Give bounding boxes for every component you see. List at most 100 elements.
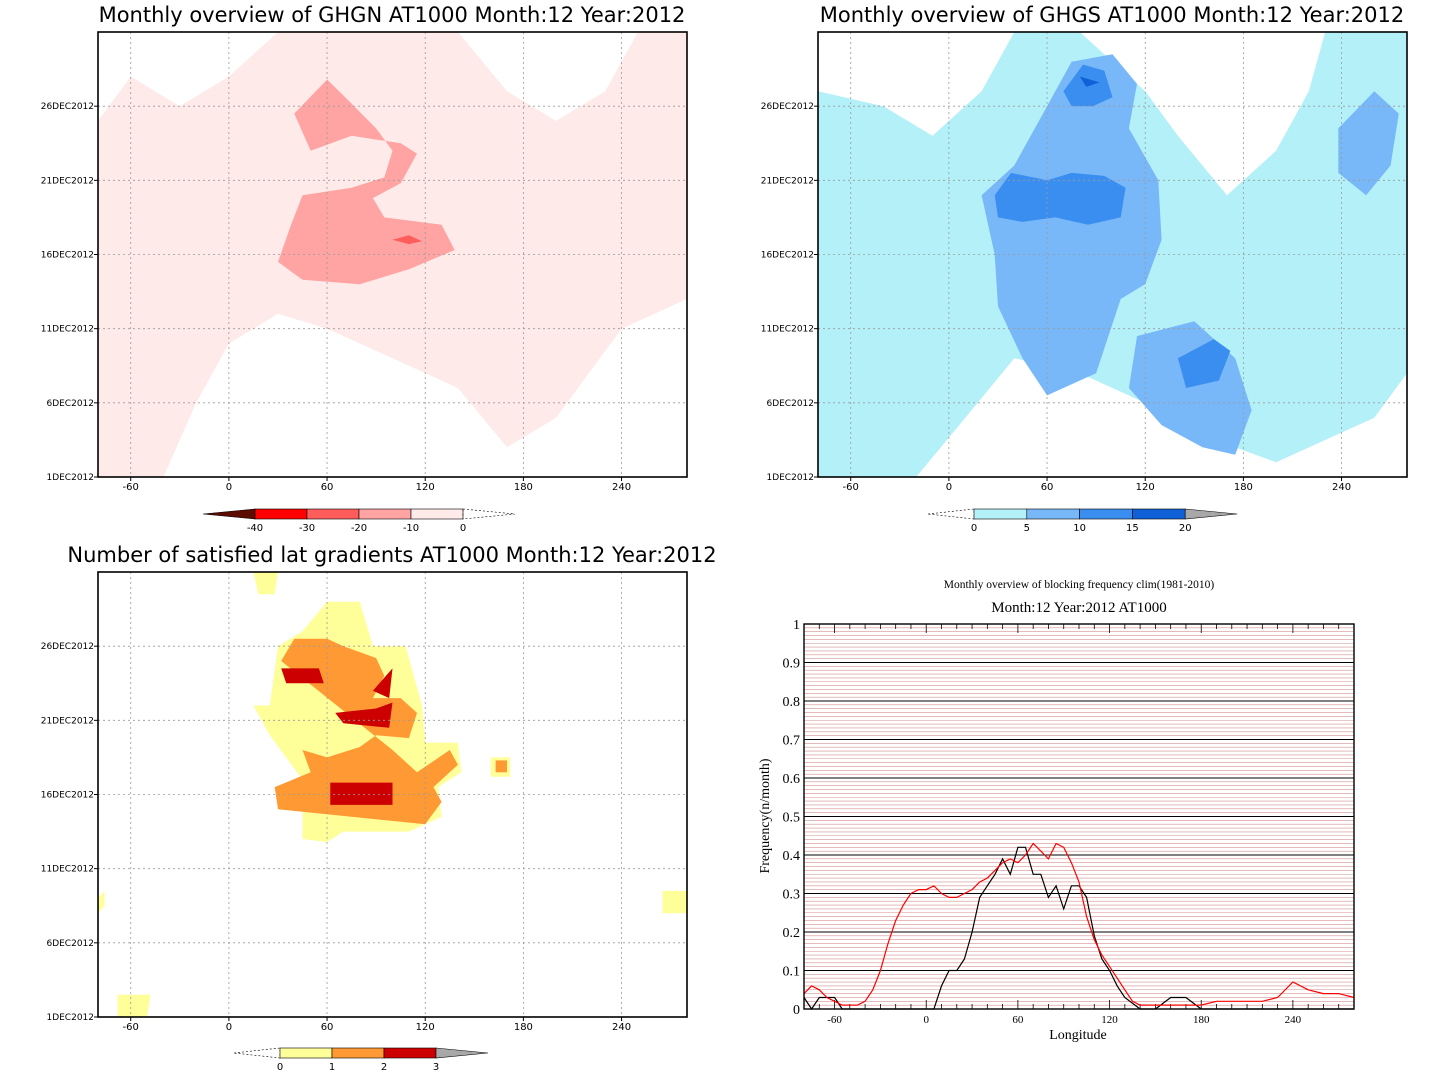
contour-region-level-3	[1177, 339, 1231, 388]
contour-region-level-3	[372, 668, 393, 699]
x-tick-label: 60	[1012, 1014, 1024, 1026]
x-tick-label: -60	[843, 482, 859, 493]
y-tick-label: 6DEC2012	[46, 399, 94, 409]
x-axis-label: Longitude	[1049, 1028, 1107, 1043]
contour-region-level-2	[274, 638, 458, 825]
colorbar-label: 1	[329, 1062, 335, 1073]
colorbar-segment	[254, 508, 308, 520]
x-tick-label: 180	[1234, 482, 1253, 493]
blocking-frequency-panel: Monthly overview of blocking frequency c…	[758, 579, 1355, 1043]
colorbar-segment	[306, 508, 360, 520]
y-tick-label: 26DEC2012	[41, 102, 94, 112]
colorbar-low-triangle	[927, 508, 975, 520]
y-tick-label: 11DEC2012	[41, 325, 94, 335]
y-tick-label: 21DEC2012	[41, 176, 94, 186]
contour-region-level-2	[981, 54, 1162, 396]
x-tick-label: 60	[321, 1022, 334, 1033]
x-tick-label: 0	[226, 482, 232, 493]
contour-region-level-1	[253, 572, 278, 595]
contour-region-level-3	[392, 235, 422, 245]
y-tick-label: 0.2	[783, 926, 801, 941]
colorbar-high-triangle	[462, 508, 516, 520]
colorbar-segment	[973, 508, 1028, 520]
x-tick-label: 240	[612, 482, 631, 493]
contour-region-level-1	[117, 994, 151, 1017]
y-axis-label: Frequency(n/month)	[758, 758, 773, 873]
x-tick-label: -60	[123, 482, 139, 493]
y-tick-label: 0.1	[783, 965, 801, 980]
y-tick-label: 16DEC2012	[41, 791, 94, 801]
colorbar-label: 0	[460, 523, 466, 534]
contour-region-level-3	[335, 702, 393, 728]
colorbar-segment	[1026, 508, 1080, 520]
x-tick-label: 180	[1193, 1014, 1210, 1026]
panel-title: Number of satisfied lat gradients AT1000…	[67, 543, 716, 567]
colorbar-label: 2	[381, 1062, 387, 1073]
colorbar-low-triangle	[233, 1047, 281, 1059]
x-tick-label: 60	[321, 482, 334, 493]
contour-regions	[818, 32, 1407, 477]
contour-region-level-2	[495, 760, 507, 773]
y-tick-label: 1	[793, 618, 800, 633]
panel-title: Monthly overview of GHGN AT1000 Month:12…	[99, 3, 686, 27]
colorbar-segment	[279, 1047, 333, 1059]
x-tick-label: -60	[827, 1014, 842, 1026]
plot-frame	[803, 623, 1355, 1010]
chart-title: Monthly overview of blocking frequency c…	[944, 579, 1215, 591]
colorbar-label: 20	[1179, 523, 1192, 534]
panel-title: Monthly overview of GHGS AT1000 Month:12…	[820, 3, 1404, 27]
x-tick-label: 0	[946, 482, 952, 493]
x-tick-label: 120	[416, 1022, 435, 1033]
contour-regions	[98, 32, 687, 477]
colorbar-high-triangle	[1184, 508, 1238, 520]
y-tick-label: 0.4	[783, 849, 801, 864]
x-tick-label: 180	[514, 1022, 533, 1033]
contour-region-level-2	[1338, 91, 1399, 196]
x-tick-label: 120	[416, 482, 435, 493]
x-tick-label: 120	[1101, 1014, 1118, 1026]
x-tick-label: 240	[1285, 1014, 1302, 1026]
colorbar: -40 -30 -20 -10 0	[202, 508, 516, 534]
contour-regions	[98, 572, 687, 1017]
contour-region-level-3	[994, 172, 1126, 225]
y-tick-label: 26DEC2012	[761, 102, 814, 112]
colorbar-label: 3	[433, 1062, 439, 1073]
y-tick-label: 1DEC2012	[46, 1013, 94, 1023]
y-tick-label: 0.5	[783, 811, 801, 826]
x-tick-label: 240	[612, 1022, 631, 1033]
x-tick-label: 0	[923, 1014, 929, 1026]
y-tick-label: 0.7	[783, 734, 801, 749]
y-tick-label: 11DEC2012	[41, 865, 94, 875]
colorbar-segment	[358, 508, 412, 520]
ghgs-panel: Monthly overview of GHGS AT1000 Month:12…	[761, 3, 1408, 534]
colorbar: 0 5 10 15 20	[927, 508, 1238, 534]
contour-region-level-1	[98, 890, 105, 914]
contour-region-level-4	[1079, 76, 1100, 87]
ghgn-panel: Monthly overview of GHGN AT1000 Month:12…	[41, 3, 688, 534]
y-tick-label: 16DEC2012	[41, 251, 94, 261]
y-tick-label: 1DEC2012	[46, 473, 94, 483]
x-tick-label: 60	[1041, 482, 1054, 493]
x-tick-label: -60	[123, 1022, 139, 1033]
y-tick-label: 21DEC2012	[761, 176, 814, 186]
y-tick-label: 1DEC2012	[766, 473, 814, 483]
colorbar-low-triangle	[202, 508, 256, 520]
colorbar-segment	[1132, 508, 1186, 520]
y-tick-label: 0.9	[783, 657, 801, 672]
x-tick-label: 180	[514, 482, 533, 493]
contour-region-level-1	[662, 890, 687, 914]
y-tick-label: 16DEC2012	[761, 251, 814, 261]
colorbar-label: -30	[299, 523, 315, 534]
x-tick-label: 120	[1136, 482, 1155, 493]
colorbar: 0 1 2 3	[233, 1047, 489, 1073]
y-tick-label: 26DEC2012	[41, 642, 94, 652]
x-tick-label: 240	[1332, 482, 1351, 493]
y-tick-label: 6DEC2012	[46, 939, 94, 949]
colorbar-label: 0	[971, 523, 977, 534]
colorbar-segment	[410, 508, 464, 520]
colorbar-segment	[383, 1047, 437, 1059]
y-tick-label: 0.3	[783, 888, 801, 903]
grid	[804, 627, 1354, 1006]
colorbar-label: 5	[1024, 523, 1030, 534]
